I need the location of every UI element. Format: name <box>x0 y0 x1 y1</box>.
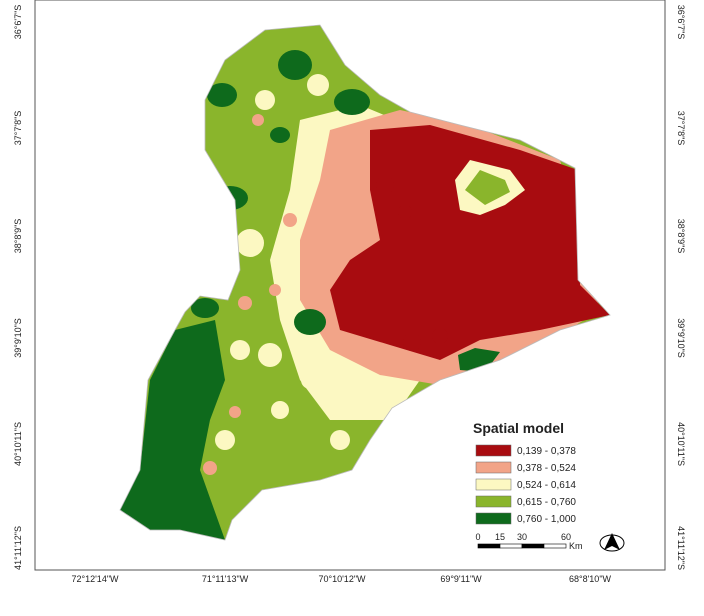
latitude-label: 41°11'12"S <box>13 526 23 570</box>
legend-label: 0,139 - 0,378 <box>517 446 576 457</box>
longitude-label: 68°8'10"W <box>569 574 612 584</box>
north-arrow <box>599 533 625 552</box>
scale-label: 30 <box>517 532 527 542</box>
scale-label: 0 <box>475 532 480 542</box>
legend-label: 0,378 - 0,524 <box>517 463 576 474</box>
latitude-label: 38°8'9"S <box>13 219 23 254</box>
longitude-label: 71°11'13"W <box>202 574 249 584</box>
latitude-label: 37°7'8"S <box>676 111 686 146</box>
region-outline <box>119 24 611 541</box>
legend-swatch <box>475 495 512 508</box>
scale-unit: Km <box>569 541 583 551</box>
longitude-label: 72°12'14"W <box>71 574 119 584</box>
legend-title: Spatial model <box>473 420 564 436</box>
legend-label: 0,615 - 0,760 <box>517 497 576 508</box>
latitude-label: 36°6'7"S <box>13 5 23 40</box>
latitude-label: 36°6'7"S <box>676 5 686 40</box>
legend-swatch <box>475 461 512 474</box>
latitude-label: 39°9'10"S <box>13 318 23 358</box>
legend-label: 0,524 - 0,614 <box>517 480 576 491</box>
longitude-label: 69°9'11"W <box>440 574 482 584</box>
legend-swatch <box>475 478 512 491</box>
latitude-label: 37°7'8"S <box>13 111 23 146</box>
latitude-label: 41°11'12"S <box>676 526 686 570</box>
legend: 0,139 - 0,378 0,378 - 0,524 0,524 - 0,614 0… <box>475 444 576 525</box>
latitude-label: 40°10'11"S <box>13 422 23 466</box>
legend-label: 0,760 - 1,000 <box>517 514 576 525</box>
map-area <box>120 25 610 540</box>
latitude-label: 38°8'9"S <box>676 219 686 254</box>
longitude-label: 70°10'12"W <box>318 574 366 584</box>
scale-label: 15 <box>495 532 505 542</box>
scale-label: 60 <box>561 532 571 542</box>
map-frame <box>34 0 666 571</box>
legend-swatch <box>475 444 512 457</box>
latitude-label: 39°9'10"S <box>676 318 686 358</box>
legend-swatch <box>475 512 512 525</box>
latitude-label: 40°10'11"S <box>676 422 686 466</box>
